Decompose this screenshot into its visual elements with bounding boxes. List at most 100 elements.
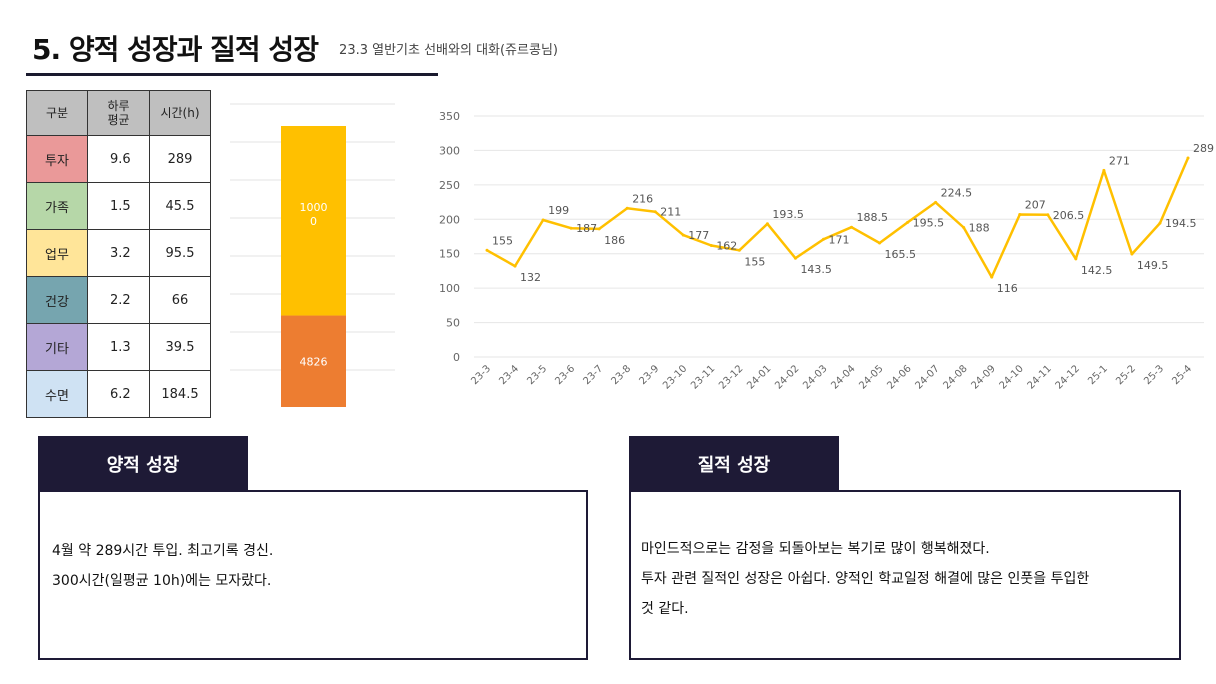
data-point [513,264,517,268]
qualitative-growth-box: 마인드적으로는 감정을 되돌아보는 복기로 많이 행복해졌다. 투자 관련 질적… [629,490,1181,660]
category-cell: 업무 [26,229,88,277]
data-point [709,243,713,247]
data-point [793,256,797,260]
data-point [1158,221,1162,225]
qualitative-growth-title: 질적 성장 [629,436,839,492]
data-point [878,241,882,245]
x-tick-label: 23-6 [553,363,577,387]
y-tick-label: 150 [439,248,460,261]
header-hours: 시간(h) [149,90,211,136]
data-label: 211 [660,206,681,219]
data-point [1186,156,1190,160]
category-cell: 투자 [26,135,88,183]
header-daily-average: 하루 평균 [87,90,150,136]
page-subtitle: 23.3 열반기초 선배와의 대화(쥬르콩님) [339,43,558,58]
hours-cell: 184.5 [149,370,211,418]
table-row: 건강 2.2 66 [26,276,211,324]
data-point [934,200,938,204]
x-tick-label: 24-09 [970,363,998,391]
quantitative-growth-box: 4월 약 289시간 투입. 최고기록 경신. 300시간(일평균 10h)에는… [38,490,588,660]
data-label: 149.5 [1137,259,1169,272]
data-label: 206.5 [1053,209,1085,222]
quantitative-growth-title: 양적 성장 [38,436,248,492]
hours-cell: 66 [149,276,211,324]
y-tick-label: 250 [439,179,460,192]
data-label: 194.5 [1165,217,1197,230]
x-tick-label: 23-8 [609,363,633,387]
y-tick-label: 100 [439,282,460,295]
data-label: 188.5 [857,211,889,224]
qualitative-line-2: 투자 관련 질적인 성장은 아쉽다. 양적인 학교일정 해결에 많은 인풋을 투… [641,571,1090,587]
data-label: 216 [632,192,653,205]
data-label: 142.5 [1081,264,1113,277]
x-tick-label: 23-10 [661,363,689,391]
x-tick-label: 23-7 [581,363,605,387]
data-label: 171 [828,233,849,246]
data-label: 116 [997,282,1018,295]
stacked-bar-chart: 4826 1000 0 [230,103,395,407]
x-tick-label: 24-04 [829,363,857,391]
x-tick-label: 24-07 [913,363,941,391]
x-tick-label: 24-12 [1054,363,1082,391]
x-tick-label: 24-06 [885,363,913,391]
data-point [765,222,769,226]
data-label: 188 [969,222,990,235]
table-row: 가족 1.5 45.5 [26,182,211,230]
data-label: 186 [604,234,625,247]
data-point [597,227,601,231]
table-row: 투자 9.6 289 [26,135,211,183]
x-tick-label: 24-02 [773,363,801,391]
data-label: 187 [576,222,597,235]
category-cell: 수면 [26,370,88,418]
data-point [653,210,657,214]
x-tick-label: 23-12 [717,363,745,391]
data-point [1074,257,1078,261]
data-point [906,220,910,224]
data-label: 207 [1025,198,1046,211]
data-point [850,225,854,229]
data-point [541,218,545,222]
hours-cell: 39.5 [149,323,211,371]
daily-average-cell: 1.3 [87,323,150,371]
data-label: 193.5 [772,208,804,221]
daily-average-cell: 6.2 [87,370,150,418]
data-point [485,248,489,252]
y-tick-label: 350 [439,110,460,123]
data-label: 155 [492,234,513,247]
hours-cell: 45.5 [149,182,211,230]
x-tick-label: 23-3 [469,363,493,387]
series-line [486,157,1190,279]
x-tick-label: 23-11 [689,363,717,391]
x-tick-label: 25-2 [1114,363,1138,387]
data-label: 271 [1109,154,1130,167]
quantitative-line-1: 4월 약 289시간 투입. 최고기록 경신. [52,543,274,559]
data-label: 195.5 [913,216,945,229]
data-point [625,206,629,210]
x-tick-label: 24-11 [1026,363,1054,391]
page-header: 5. 양적 성장과 질적 성장 23.3 열반기초 선배와의 대화(쥬르콩님) [32,28,558,68]
x-tick-label: 23-4 [497,363,521,387]
data-point [962,226,966,230]
data-point [1130,252,1134,256]
data-point [737,248,741,252]
data-label: 155 [744,255,765,268]
x-tick-label: 25-1 [1086,363,1110,387]
data-point [1102,168,1106,172]
category-cell: 기타 [26,323,88,371]
data-point [821,237,825,241]
daily-average-cell: 1.5 [87,182,150,230]
header-avg-line-1: 하루 [107,99,130,113]
line-grid [474,115,1204,358]
data-point [569,226,573,230]
qualitative-line-1: 마인드적으로는 감정을 되돌아보는 복기로 많이 행복해졌다. [641,541,990,557]
y-tick-label: 50 [446,317,460,330]
daily-average-cell: 9.6 [87,135,150,183]
hours-cell: 289 [149,135,211,183]
table-row: 기타 1.3 39.5 [26,323,211,371]
data-label: 177 [688,229,709,242]
title-underline [26,73,438,76]
data-point [1046,213,1050,217]
x-tick-label: 24-03 [801,363,829,391]
data-label: 143.5 [800,263,832,276]
stack-segment-label: 4826 [300,355,328,368]
